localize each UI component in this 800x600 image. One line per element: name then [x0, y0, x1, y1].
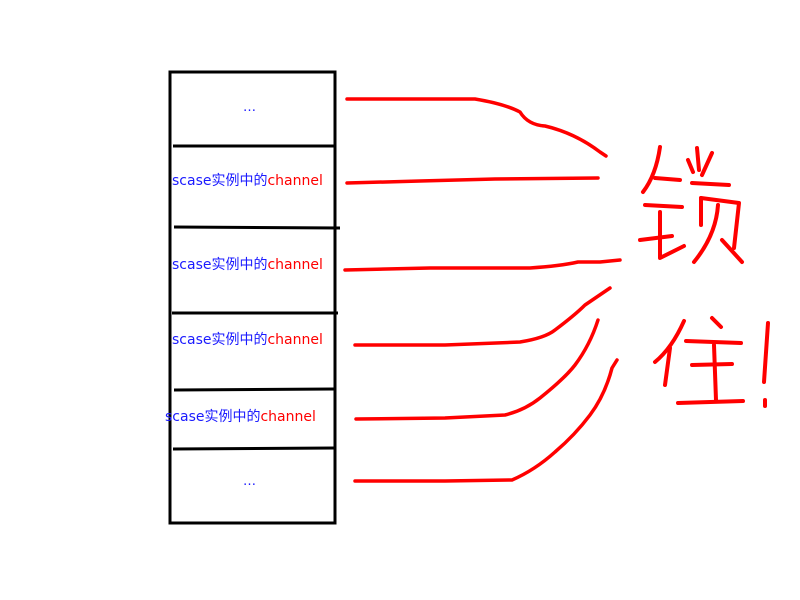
- row-prefix: scase实例中的: [172, 257, 268, 273]
- row-prefix: scase实例中的: [165, 409, 261, 425]
- stack-row-label: scase实例中的channel: [165, 409, 316, 425]
- row-suffix: channel: [260, 409, 316, 425]
- stack-row-label: scase实例中的channel: [172, 332, 323, 348]
- stack-outer-box: [168, 70, 337, 525]
- stack-divider: [172, 446, 336, 451]
- stack-divider: [173, 387, 335, 392]
- hold-handwriting: [653, 316, 770, 408]
- pointer-line-2: [345, 176, 600, 185]
- pointer-line-6: [353, 358, 619, 483]
- stack-row-label: scase实例中的channel: [172, 173, 323, 189]
- stack-divider: [173, 225, 341, 230]
- top-ellipsis: …: [243, 100, 256, 115]
- row-prefix: scase实例中的: [172, 173, 268, 189]
- row-prefix: scase实例中的: [172, 332, 268, 348]
- row-suffix: channel: [267, 257, 323, 273]
- row-suffix: channel: [267, 173, 323, 189]
- pointer-line-5: [354, 318, 600, 421]
- lock-handwriting: [638, 145, 744, 264]
- pointer-line-4: [353, 286, 612, 347]
- stack-row-label: scase实例中的channel: [172, 257, 323, 273]
- pointer-line-3: [343, 258, 622, 272]
- bottom-ellipsis: …: [243, 474, 256, 489]
- pointer-line-1: [345, 97, 608, 158]
- row-suffix: channel: [267, 332, 323, 348]
